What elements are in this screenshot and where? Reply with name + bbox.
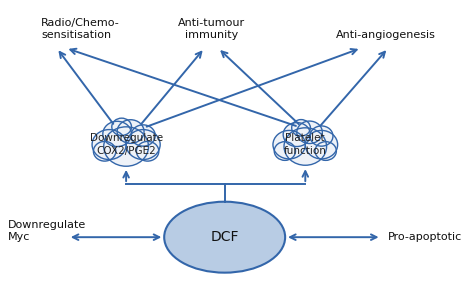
- Text: Anti-angiogenesis: Anti-angiogenesis: [336, 30, 436, 40]
- Text: DCF: DCF: [210, 230, 239, 244]
- Text: Pro-apoptotic: Pro-apoptotic: [388, 232, 463, 242]
- Circle shape: [103, 121, 131, 146]
- Circle shape: [310, 126, 333, 146]
- Circle shape: [126, 129, 160, 159]
- Circle shape: [292, 120, 310, 136]
- Circle shape: [297, 121, 322, 143]
- Circle shape: [131, 125, 155, 146]
- Ellipse shape: [164, 202, 285, 273]
- Circle shape: [283, 123, 310, 146]
- Text: Radio/Chemo-
sensitisation: Radio/Chemo- sensitisation: [41, 18, 120, 40]
- Text: Platelet
function: Platelet function: [284, 133, 327, 156]
- Circle shape: [92, 129, 126, 159]
- Circle shape: [315, 142, 337, 160]
- Circle shape: [274, 142, 295, 160]
- Circle shape: [93, 141, 116, 161]
- Text: Downregulate
COX2/PGE2: Downregulate COX2/PGE2: [90, 133, 163, 156]
- Circle shape: [273, 130, 305, 159]
- Circle shape: [305, 130, 337, 159]
- Text: Anti-tumour
immunity: Anti-tumour immunity: [178, 18, 245, 40]
- Circle shape: [284, 128, 327, 165]
- Circle shape: [137, 141, 159, 161]
- Circle shape: [112, 118, 131, 135]
- Circle shape: [104, 127, 148, 166]
- Text: Downregulate
Myc: Downregulate Myc: [8, 220, 86, 242]
- Circle shape: [117, 120, 144, 143]
